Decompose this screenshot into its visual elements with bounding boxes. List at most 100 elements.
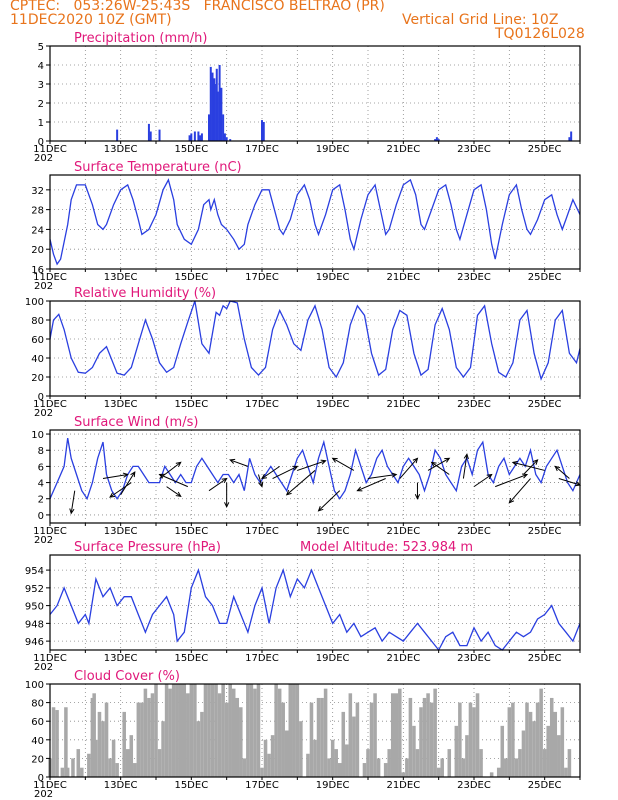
cloud-bar [479,749,483,777]
y-tick-label: 2 [38,99,44,110]
cloud-bar [507,707,512,777]
cloud-bar [122,711,126,777]
cloud-bar [203,684,208,777]
cloud-bar [436,767,441,777]
precip-bar [149,131,152,141]
y-tick-label: 954 [25,566,44,577]
precip-bar [213,78,216,141]
y-tick-label: 5 [38,42,44,53]
precip-bar [570,131,573,141]
cloud-bar [567,749,572,777]
cloud-bar [133,763,137,777]
station-header: CPTEC: 053:26W-25:43S FRANCISCO BELTRAO … [10,0,385,14]
cloud-bar [115,763,119,777]
y-tick-label: 950 [25,602,44,613]
cloud-bar [348,693,353,777]
cloud-bar [87,753,91,777]
cloud-bar [168,688,172,777]
wind-arrow [102,473,128,480]
cloud-bar [330,739,335,777]
x-tick-label: 13DEC [104,653,138,664]
x-tick-label: 15DEC [174,144,208,155]
cloud-bar [140,702,144,777]
cloud-bar [239,707,243,777]
x-tick-label: 13DEC [104,399,138,410]
x-tick-label: 19DEC [316,780,350,791]
wind-arrow-head [486,473,493,480]
precip-bar [220,87,223,141]
x-tick-label: 11DEC [33,272,67,283]
cloud-bar [164,684,169,777]
cloud-bar [129,735,134,777]
cloud-bar [108,758,112,777]
cloud-bar [292,684,296,777]
wind-arrow-head [229,458,236,464]
rh-line [49,300,581,381]
precip-bar [199,135,202,141]
y-tick-label: 28 [31,206,44,217]
cloud-bar [398,688,402,777]
y-tick-label: 3 [38,80,44,91]
pres-line [49,568,581,652]
cloud-bar [553,711,558,777]
cloud-bar [242,758,247,777]
x-tick-label: 25DEC [528,526,562,537]
wind-arrow-head [224,502,230,508]
grid-line-note: Vertical Grid Line: 10Z [402,12,559,28]
x-year-stub: 202 [34,153,53,164]
wind-arrow-head [130,471,136,478]
precip-bar [209,66,212,141]
wind-arrow-head [175,461,182,468]
cloud-bar [535,702,540,777]
x-tick-label: 15DEC [174,526,208,537]
model-id-label: TQ0126L028 [495,26,585,42]
wind-arrow-head [221,477,228,484]
cloud-bar [97,711,102,777]
precip-bar [147,123,150,141]
y-tick-label: 0 [38,773,44,784]
y-tick-label: 10 [31,430,44,441]
cloud-bar [60,767,65,777]
x-year-stub: 202 [34,789,53,800]
cloud-bar [415,749,420,777]
wind-arrow-head [158,473,165,479]
x-year-stub: 202 [34,662,53,673]
x-tick-label: 25DEC [528,144,562,155]
wind-arrow [399,457,418,479]
cloud-bar [253,688,257,777]
precip-bar [208,114,210,141]
wind-arrow [272,465,298,479]
cloud-bar [193,684,197,777]
precip-bar [262,122,265,141]
cloud-bar [525,702,529,777]
cloud-bar [472,707,476,777]
x-tick-label: 11DEC [33,526,67,537]
panel-frame [49,174,581,270]
x-tick-label: 13DEC [104,272,138,283]
panel-annotation: Model Altitude: 523.984 m [300,540,473,555]
cloud-bar [422,697,427,777]
wind-arrow [261,465,280,479]
cloud-bar [532,721,536,777]
y-tick-label: 60 [31,335,44,346]
cloud-bar [214,684,218,777]
panel-title: Surface Temperature (nC) [74,160,242,175]
cloud-bar [284,730,289,777]
cloud-bar [352,716,356,777]
wind-arrow [230,459,249,467]
precip-bar [222,114,225,141]
wind-arrow-head [317,506,324,512]
wind-arrow-head [532,459,539,465]
x-tick-label: 15DEC [174,399,208,410]
wind-arrow [208,478,227,492]
wind-arrow [109,482,132,498]
wind-arrow-head [391,472,398,478]
wind-arrow [554,466,570,479]
x-tick-label: 23DEC [457,399,491,410]
y-tick-label: 946 [25,637,44,648]
x-tick-label: 23DEC [457,272,491,283]
cloud-bar [76,749,81,777]
precip-bar [215,68,218,141]
cloud-bar [277,688,282,777]
wind-arrow [318,490,341,512]
